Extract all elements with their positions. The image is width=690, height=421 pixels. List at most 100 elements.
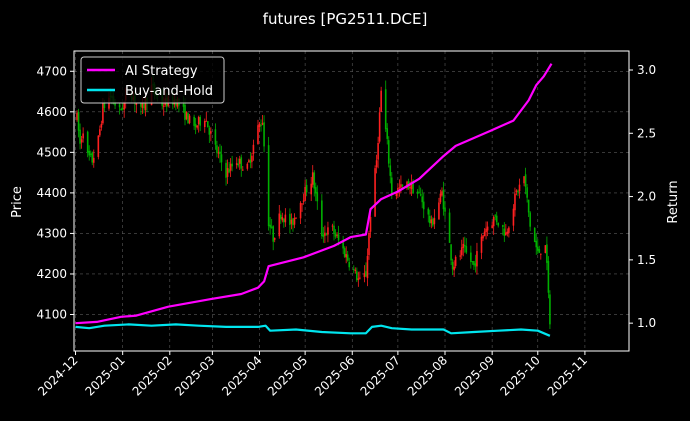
candle-body — [185, 111, 188, 119]
candle-body — [100, 123, 103, 128]
candle-body — [514, 193, 516, 211]
candle-body — [228, 169, 230, 173]
candle-body — [135, 103, 138, 105]
grid-layer — [74, 51, 629, 351]
candle-body — [374, 168, 376, 217]
candle-body — [120, 108, 122, 111]
candle-body — [292, 218, 294, 226]
candle-body — [316, 192, 319, 202]
candle-body — [380, 90, 382, 112]
candle-body — [263, 122, 265, 147]
candle-body — [261, 123, 264, 125]
candle-body — [460, 247, 463, 256]
candle-body — [369, 216, 372, 232]
candle-body — [473, 261, 475, 266]
candle-body — [333, 225, 335, 234]
y-left-tick-label: 4500 — [36, 145, 67, 159]
candle-body — [356, 271, 358, 281]
candle-body — [401, 184, 404, 187]
candle-body — [505, 232, 507, 236]
candle-body — [465, 246, 468, 253]
candle-body — [272, 226, 274, 242]
candle-body — [451, 261, 454, 270]
candle-body — [238, 158, 241, 164]
candle-body — [187, 113, 189, 124]
candle-body — [412, 180, 414, 194]
candle-body — [205, 120, 208, 122]
y-right-tick-label: 1.5 — [637, 253, 656, 267]
candle-body — [103, 102, 106, 108]
candle-body — [249, 159, 252, 163]
candle-body — [184, 104, 186, 120]
candle-body — [260, 124, 262, 126]
candle-body — [141, 102, 144, 108]
candle-body — [246, 163, 249, 169]
candle-body — [501, 225, 504, 227]
chart-title: futures [PG2511.DCE] — [263, 10, 428, 28]
candle-body — [208, 127, 211, 135]
candle-body — [118, 104, 121, 108]
candle-body — [279, 214, 282, 219]
candle-body — [432, 218, 434, 226]
candle-body — [114, 101, 116, 106]
candle-body — [143, 103, 145, 109]
candle-body — [99, 129, 101, 136]
candle-body — [517, 190, 519, 193]
candle-body — [474, 263, 477, 267]
candle-body — [495, 215, 498, 223]
candle-body — [203, 120, 206, 128]
candle-body — [214, 129, 217, 145]
candle-body — [430, 219, 433, 224]
candle-body — [433, 218, 436, 225]
candle-body — [492, 216, 495, 227]
candle-body — [237, 163, 240, 166]
candle-body — [182, 104, 185, 107]
candle-body — [194, 123, 197, 128]
candle-body — [267, 145, 270, 227]
candle-body — [386, 128, 389, 139]
candle-body — [284, 214, 287, 223]
candle-body — [290, 219, 293, 224]
y-left-tick-label: 4700 — [36, 64, 67, 78]
candle-body — [359, 277, 361, 279]
candle-body — [527, 199, 530, 213]
candle-body — [251, 155, 253, 162]
candle-body — [311, 172, 314, 185]
candle-body — [470, 252, 472, 262]
candle-body — [506, 231, 509, 234]
candle-body — [295, 217, 297, 219]
legend: AI Strategy Buy-and-Hold — [80, 56, 225, 104]
candle-body — [322, 234, 325, 237]
candle-body — [482, 235, 484, 239]
y-left-tick-label: 4600 — [36, 105, 67, 119]
candle-body — [258, 123, 261, 128]
candle-body — [97, 135, 100, 157]
candle-body — [419, 194, 422, 196]
candle-body — [512, 208, 515, 226]
candle-body — [278, 213, 281, 237]
candle-body — [471, 261, 474, 263]
candle-body — [270, 226, 273, 228]
candle-body — [313, 172, 316, 189]
candle-body — [533, 227, 536, 242]
candle-body — [89, 153, 92, 155]
candle-body — [348, 262, 351, 268]
candle-body — [497, 222, 500, 226]
candle-body — [216, 145, 218, 153]
candle-body — [345, 254, 347, 258]
axis-right: 1.0 1.5 2.0 2.5 3.0 — [629, 63, 656, 330]
candle-body — [427, 208, 430, 215]
y-axis-right-label: Return — [666, 180, 681, 223]
candle-body — [524, 174, 527, 187]
candle-body — [207, 121, 209, 128]
candle-body — [529, 212, 531, 227]
plot-area — [75, 63, 553, 337]
candle-body — [377, 143, 379, 160]
candle-body — [346, 254, 349, 261]
y-right-tick-label: 2.0 — [637, 190, 656, 204]
y-left-tick-label: 4400 — [36, 186, 67, 200]
candle-body — [418, 192, 420, 194]
candle-body — [480, 236, 483, 253]
candle-body — [337, 234, 340, 241]
candle-body — [269, 224, 271, 228]
